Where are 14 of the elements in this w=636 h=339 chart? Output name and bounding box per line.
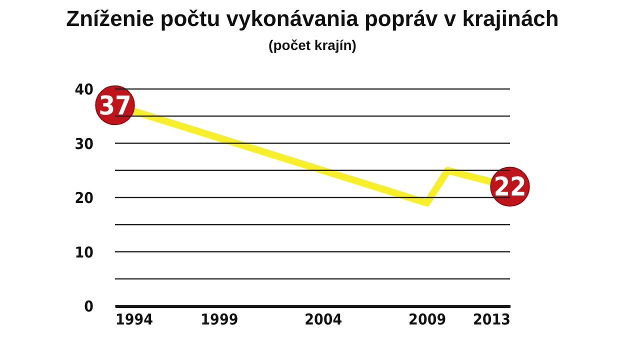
y-tick-label: 0 (84, 298, 94, 316)
chart-subtitle: (počet krajín) (268, 37, 356, 53)
x-tick-label: 1999 (200, 310, 238, 328)
x-tick-label: 1994 (116, 310, 154, 328)
x-tick-label: 2009 (408, 310, 446, 328)
y-tick-label: 10 (74, 243, 94, 262)
x-tick-label: 2004 (304, 310, 342, 328)
y-tick-label: 40 (74, 80, 94, 98)
x-tick-label: 2013 (472, 310, 510, 328)
data-label: 22 (494, 172, 526, 203)
chart-title: Zníženie počtu vykonávania popráv v krajinách (66, 6, 559, 31)
y-tick-label: 30 (74, 134, 94, 153)
data-label: 37 (98, 91, 132, 122)
y-tick-label: 20 (74, 189, 94, 207)
